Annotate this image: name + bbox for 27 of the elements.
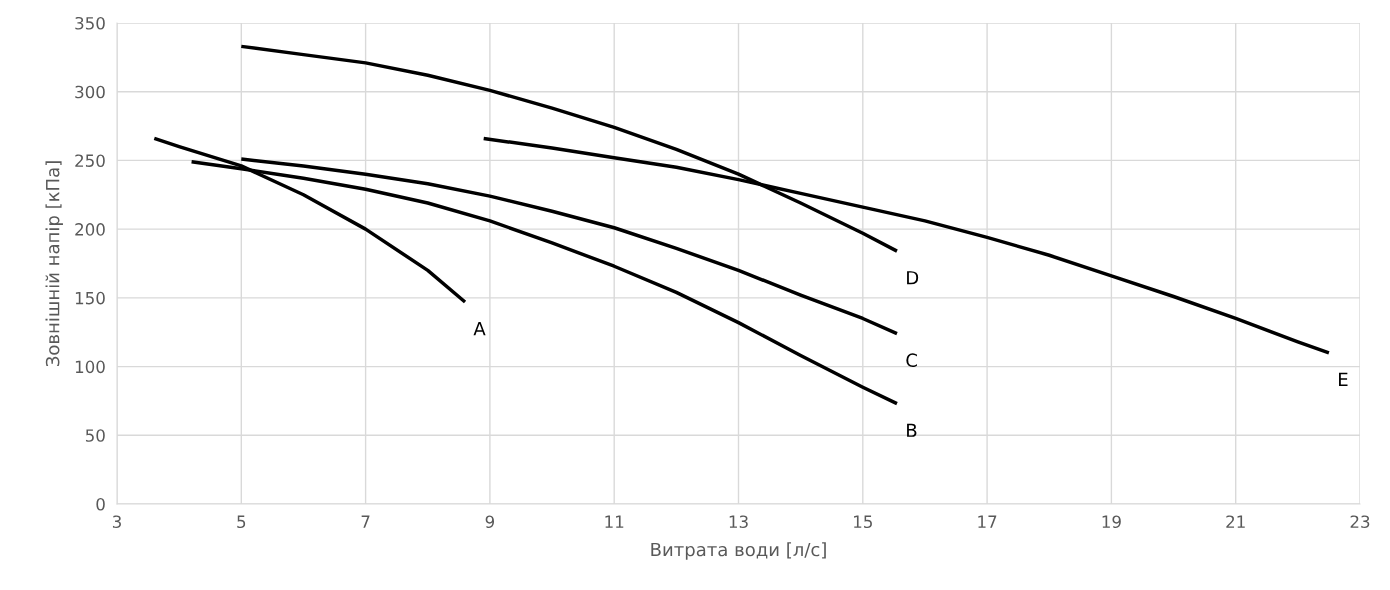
y-tick-label: 150 <box>75 291 105 305</box>
y-tick-label: 300 <box>75 85 105 99</box>
y-tick-label: 250 <box>75 154 105 167</box>
x-tick-label: 7 <box>361 515 370 528</box>
line-series <box>239 157 899 336</box>
x-tick-label: 19 <box>1102 515 1121 529</box>
series-label: B <box>907 423 917 437</box>
x-tick-label: 5 <box>237 515 246 529</box>
y-tick-label: 0 <box>96 497 105 511</box>
x-tick-label: 3 <box>112 515 121 529</box>
y-axis-title: Зовнішній напір [кПа] <box>45 161 63 367</box>
y-tick-label: 100 <box>75 360 105 374</box>
x-tick-label: 17 <box>978 515 997 528</box>
x-tick-label: 23 <box>1350 515 1370 529</box>
x-axis-title: Витрата води [л/с] <box>651 542 826 560</box>
x-tick-label: 13 <box>729 515 748 529</box>
x-tick-label: 9 <box>485 515 495 529</box>
series-label: A <box>473 321 486 336</box>
y-tick-label: 50 <box>85 429 105 442</box>
series-label: D <box>907 271 919 285</box>
series-label: C <box>906 353 917 368</box>
series-label: E <box>1339 372 1348 386</box>
y-tick-label: 200 <box>75 223 105 236</box>
x-tick-label: 11 <box>605 515 624 528</box>
y-tick-label: 350 <box>75 16 105 30</box>
x-tick-label: 15 <box>854 515 872 529</box>
x-tick-label: 21 <box>1226 515 1245 528</box>
